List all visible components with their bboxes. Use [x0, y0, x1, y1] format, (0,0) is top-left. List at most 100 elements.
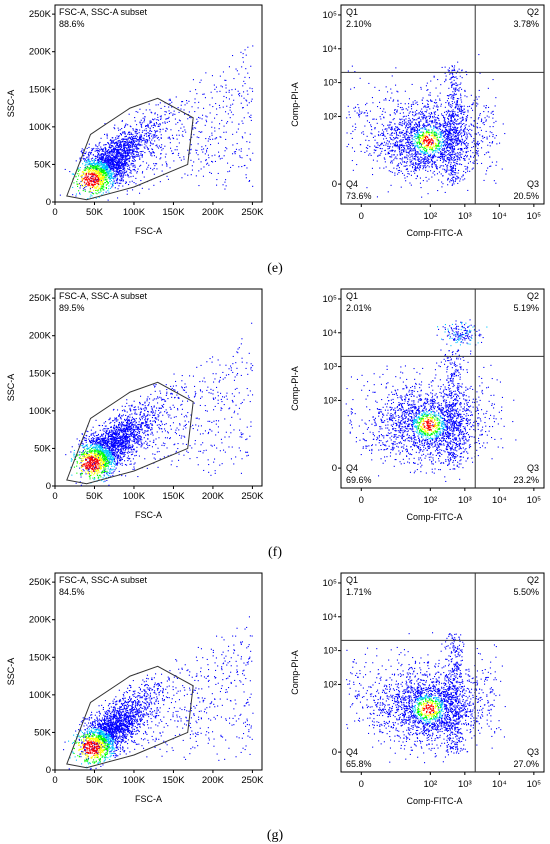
scatter-point [134, 166, 136, 168]
scatter-point [104, 161, 106, 163]
scatter-point [121, 170, 123, 172]
quadrant-point [400, 139, 402, 141]
scatter-point [147, 123, 149, 125]
scatter-point [110, 159, 112, 161]
quadrant-point [454, 113, 456, 115]
quadrant-point [465, 119, 467, 121]
quadrant-point [411, 163, 413, 165]
quadrant-point [461, 153, 463, 155]
scatter-point [120, 161, 122, 163]
quadrant-point [447, 130, 449, 132]
scatter-point [161, 164, 163, 166]
scatter-point [187, 118, 189, 120]
scatter-point [124, 162, 126, 164]
quadrant-point [425, 121, 427, 123]
scatter-point [138, 132, 140, 134]
scatter-point [99, 180, 101, 182]
quadrant-point [470, 134, 472, 136]
scatter-point [101, 156, 103, 158]
quadrant-point [383, 134, 385, 136]
scatter-point [109, 167, 111, 169]
quadrant-point [425, 147, 427, 149]
scatter-point [126, 157, 128, 159]
quadrant-point [464, 139, 466, 141]
quadrant-point [439, 124, 441, 126]
quadrant-point [457, 144, 459, 146]
scatter-point [136, 136, 138, 138]
scatter-point [242, 61, 244, 63]
scatter-point [117, 140, 119, 142]
quadrant-point [448, 161, 450, 163]
scatter-point [214, 160, 216, 162]
quadrant-point [394, 144, 396, 146]
scatter-point [110, 172, 112, 174]
scatter-point [75, 160, 77, 162]
quadrant-point [423, 146, 425, 148]
scatter-point [120, 145, 122, 147]
scatter-point [87, 166, 89, 168]
quadrant-point [349, 117, 351, 119]
scatter-point [108, 159, 110, 161]
scatter-point [171, 106, 173, 108]
scatter-point [134, 120, 136, 122]
quadrant-point [437, 190, 439, 192]
scatter-point [102, 148, 104, 150]
quadrant-point [415, 133, 417, 135]
scatter-point [139, 151, 141, 153]
scatter-point [191, 136, 193, 138]
scatter-point [148, 188, 150, 190]
scatter-point [90, 180, 92, 182]
scatter-point [174, 118, 176, 120]
quadrant-point [418, 160, 420, 162]
quadrant-point [445, 154, 447, 156]
scatter-point [118, 171, 120, 173]
quadrant-point [417, 146, 419, 148]
quadrant-point [452, 94, 454, 96]
scatter-point [102, 174, 104, 176]
quadrant-point [393, 154, 395, 156]
scatter-point [111, 166, 113, 168]
scatter-point [132, 160, 134, 162]
quadrant-point [364, 112, 366, 114]
scatter-point [118, 135, 120, 137]
quadrant-point [459, 87, 461, 89]
scatter-point [228, 91, 230, 93]
quadrant-point [476, 126, 478, 128]
quadrant-point [491, 142, 493, 144]
quadrant-point [444, 191, 446, 193]
quadrant-point [416, 166, 418, 168]
quadrant-point [453, 79, 455, 81]
quadrant-point [404, 137, 406, 139]
quadrant-point [436, 159, 438, 161]
quadrant-point [453, 153, 455, 155]
scatter-point [131, 152, 133, 154]
quadrant-point [425, 111, 427, 113]
quadrant-point [485, 152, 487, 154]
quadrant-point [426, 129, 428, 131]
scatter-point [121, 128, 123, 130]
scatter-point [98, 160, 100, 162]
scatter-point [184, 113, 186, 115]
scatter-point [160, 146, 162, 148]
scatter-point [124, 141, 126, 143]
quadrant-point [451, 69, 453, 71]
scatter-point [167, 178, 169, 180]
scatter-point [110, 143, 112, 145]
scatter-point [118, 185, 120, 187]
scatter-point [135, 151, 137, 153]
quadrant-point [352, 169, 354, 171]
scatter-point [219, 90, 221, 92]
scatter-point [82, 163, 84, 165]
scatter-point [114, 158, 116, 160]
quadrant-point [364, 125, 366, 127]
quadrant-point [434, 121, 436, 123]
scatter-point [232, 153, 234, 155]
scatter-point [85, 186, 87, 188]
quadrant-point [452, 148, 454, 150]
quadrant-point [444, 134, 446, 136]
quadrant-point [491, 161, 493, 163]
scatter-point [172, 113, 174, 115]
quadrant-point [377, 147, 379, 149]
quadrant-point [447, 137, 449, 139]
quadrant-point [421, 138, 423, 140]
